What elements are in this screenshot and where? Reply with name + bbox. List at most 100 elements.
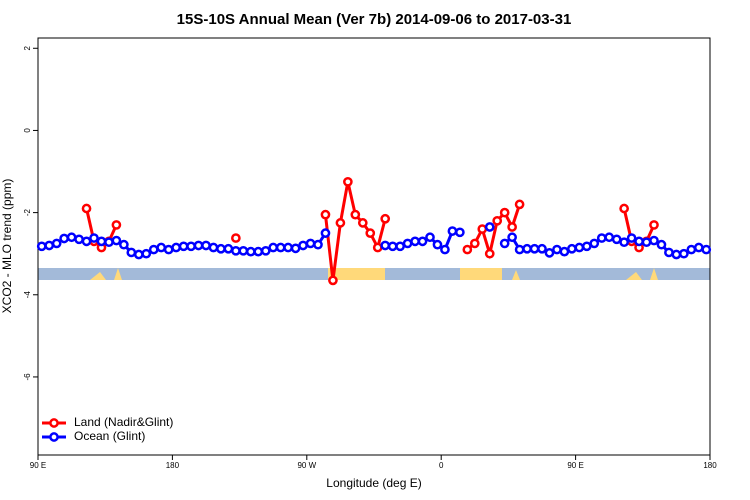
data-point: [51, 238, 62, 249]
data-point: [440, 244, 450, 255]
land-band: [626, 272, 642, 280]
data-point: [641, 237, 652, 248]
data-point: [387, 241, 398, 252]
data-point: [111, 220, 122, 230]
x-tick-label: 90 W: [297, 461, 316, 470]
data-point: [328, 275, 338, 286]
data-point: [223, 243, 234, 254]
data-point: [552, 244, 562, 255]
x-tick-label: 90 E: [30, 461, 46, 470]
data-point: [335, 218, 346, 228]
data-point: [544, 248, 555, 258]
data-point: [320, 209, 331, 220]
y-tick-label: 0: [23, 128, 32, 133]
data-point: [507, 222, 517, 232]
y-tick-label: -4: [23, 291, 32, 299]
data-point: [514, 199, 525, 210]
legend-label: Ocean (Glint): [74, 429, 145, 443]
data-point: [275, 242, 286, 253]
data-point: [313, 239, 323, 250]
data-point: [537, 243, 547, 254]
data-point: [343, 176, 353, 187]
data-point: [522, 243, 532, 254]
data-point: [365, 228, 376, 238]
data-point: [410, 236, 420, 247]
data-point: [425, 232, 435, 243]
data-point: [372, 242, 383, 253]
data-point: [193, 240, 204, 251]
data-point: [36, 241, 47, 252]
data-point: [89, 233, 99, 243]
data-point: [119, 239, 129, 250]
data-point: [357, 218, 368, 228]
data-point: [611, 234, 622, 245]
data-point: [701, 244, 712, 255]
data-point: [186, 241, 196, 252]
data-point: [604, 232, 615, 243]
data-point: [380, 240, 391, 251]
data-point: [171, 242, 181, 253]
chart-title: 15S-10S Annual Mean (Ver 7b) 2014-09-06 …: [177, 11, 572, 28]
legend-marker: [49, 418, 59, 428]
data-point: [231, 245, 241, 256]
x-tick-label: 180: [703, 461, 717, 470]
data-point: [231, 233, 241, 243]
data-point: [148, 244, 159, 255]
land-band: [460, 268, 502, 280]
data-point: [81, 203, 92, 214]
data-point: [201, 240, 211, 251]
data-point: [484, 248, 495, 259]
data-point: [104, 237, 114, 248]
x-tick-label: 0: [439, 461, 444, 470]
data-point: [596, 233, 607, 243]
y-axis-label: XCO2 - MLO trend (ppm): [0, 179, 14, 314]
x-axis-label: Longitude (deg E): [326, 476, 421, 490]
data-point: [507, 232, 517, 243]
data-point: [111, 235, 122, 246]
data-point: [679, 248, 689, 259]
data-point: [484, 222, 495, 232]
data-point: [492, 215, 503, 226]
data-point: [559, 246, 570, 257]
data-point: [619, 203, 629, 214]
data-point: [290, 243, 301, 254]
y-tick-label: 2: [23, 45, 32, 50]
data-point: [245, 246, 256, 257]
data-point: [499, 207, 510, 218]
data-point: [178, 241, 189, 252]
data-point: [253, 246, 264, 257]
y-tick-label: -2: [23, 209, 32, 217]
data-point: [74, 234, 84, 245]
data-point: [664, 247, 674, 258]
data-point: [417, 236, 428, 247]
data-point: [298, 240, 308, 251]
data-point: [268, 242, 279, 253]
data-point: [96, 236, 107, 247]
data-point: [305, 238, 316, 249]
data-point: [133, 249, 144, 260]
data-point: [283, 242, 293, 253]
data-point: [163, 244, 174, 255]
data-point: [686, 244, 697, 255]
data-point: [59, 233, 69, 244]
land-band: [328, 268, 385, 280]
data-point: [350, 209, 361, 220]
data-point: [380, 213, 391, 224]
data-point: [402, 238, 413, 249]
legend-marker: [49, 432, 59, 442]
data-point: [216, 243, 226, 254]
data-point: [432, 239, 443, 250]
data-point: [126, 247, 137, 258]
data-point: [529, 243, 540, 254]
data-point: [567, 243, 577, 254]
data-point: [260, 245, 271, 256]
data-point: [581, 241, 592, 252]
data-point: [320, 228, 331, 238]
land-band: [114, 268, 122, 280]
data-point: [626, 233, 637, 243]
data-point: [447, 226, 458, 236]
land-band: [650, 268, 658, 280]
data-point: [499, 238, 510, 249]
data-point: [66, 232, 77, 243]
